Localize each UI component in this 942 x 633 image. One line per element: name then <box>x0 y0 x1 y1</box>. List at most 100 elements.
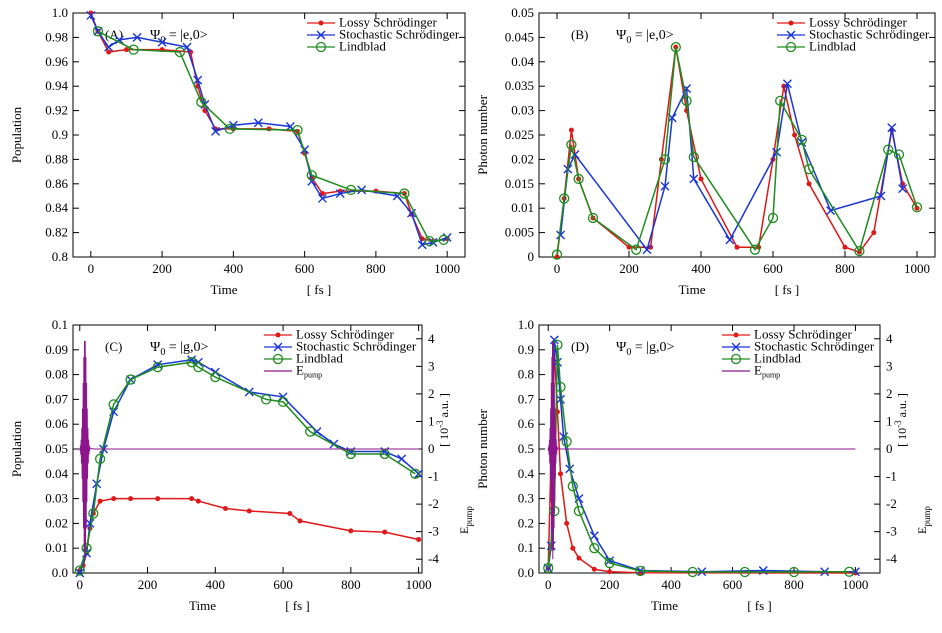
y2-label: Epump <box>915 506 932 534</box>
x-tick-label: 200 <box>138 577 158 592</box>
marker <box>698 176 704 182</box>
y-tick-label: 0.08 <box>45 367 68 382</box>
state-part: = |e,0> <box>165 28 207 43</box>
marker <box>277 396 289 408</box>
marker <box>297 518 303 524</box>
marker <box>210 371 221 383</box>
x-tick-label: 400 <box>224 261 244 276</box>
y2-tick-label: -2 <box>886 496 897 511</box>
y2-tick-label: -1 <box>886 469 897 484</box>
state-part: Ψ <box>616 28 627 43</box>
state-annotation: Ψ0 = |e,0> <box>616 28 674 46</box>
legend-label: Lossy Schrödinger <box>296 327 395 342</box>
marker <box>556 230 566 240</box>
marker <box>561 436 572 447</box>
y2-label: Epump <box>457 506 474 534</box>
y-tick-label: 0.05 <box>511 5 534 20</box>
marker <box>300 145 310 155</box>
marker <box>591 566 597 572</box>
series-line <box>547 340 856 560</box>
marker <box>416 537 422 543</box>
x-tick-label: 400 <box>691 261 711 276</box>
y2-unit: [ 10-3 a.u. ] <box>893 393 909 447</box>
series-line <box>556 47 918 255</box>
marker <box>260 394 272 405</box>
marker <box>688 151 699 163</box>
legend-name: Stochastic Schrödinger <box>339 27 460 42</box>
marker <box>88 508 99 519</box>
x-axis-unit: [ fs ] <box>285 598 310 613</box>
y-tick-label: 0.035 <box>505 78 534 93</box>
marker <box>246 508 252 514</box>
y2-tick-label: 1 <box>428 413 435 428</box>
marker <box>767 212 779 224</box>
marker <box>898 184 908 194</box>
legend-name: Lindblad <box>296 351 343 366</box>
marker <box>86 10 96 20</box>
y-tick-label: 0.04 <box>511 54 534 69</box>
legend-name: Lindblad <box>809 39 856 54</box>
y2-label-part: pump <box>464 506 474 527</box>
marker <box>114 35 124 45</box>
x-axis-label: Time <box>189 598 216 613</box>
y-tick-label: 0.96 <box>45 54 68 69</box>
x-tick-label: 1000 <box>406 577 432 592</box>
marker <box>733 332 739 338</box>
marker <box>335 189 345 199</box>
legend-name: Stochastic Schrödinger <box>809 27 930 42</box>
marker <box>786 30 796 40</box>
legend-name: E <box>296 363 304 378</box>
marker <box>94 453 106 465</box>
series-line <box>97 30 444 242</box>
legend-name-sub: pump <box>762 371 780 380</box>
y-tick-label: 0.05 <box>45 441 68 456</box>
state-annotation: Ψ0 = |e,0> <box>150 28 208 46</box>
marker <box>725 235 735 245</box>
marker <box>803 164 815 175</box>
marker <box>796 134 807 146</box>
legend-name-sub: pump <box>304 371 322 380</box>
legend-label: Lindblad <box>754 351 801 366</box>
series-line <box>547 344 850 573</box>
y-tick-label: 1.0 <box>52 5 68 20</box>
marker <box>123 47 129 53</box>
marker <box>555 381 566 393</box>
marker <box>222 506 228 512</box>
y-tick-label: 0.03 <box>45 491 68 506</box>
x-tick-label: 1000 <box>434 261 460 276</box>
y2-unit-part: a.u. ] <box>437 393 451 420</box>
y-axis-label: Photon number <box>475 408 490 488</box>
legend-label: Stochastic Schrödinger <box>339 27 460 42</box>
y-tick-label: 0.98 <box>45 29 68 44</box>
x-tick-label: 0 <box>77 577 84 592</box>
marker <box>551 249 563 260</box>
marker <box>589 543 600 554</box>
y-tick-label: 0.015 <box>505 176 534 191</box>
y2-unit-part: -3 <box>435 420 445 428</box>
marker <box>224 123 235 135</box>
marker <box>155 496 161 502</box>
marker <box>410 468 421 479</box>
marker <box>734 244 740 250</box>
marker <box>573 505 585 517</box>
y2-label-part: E <box>915 527 929 534</box>
marker <box>911 202 923 213</box>
marker <box>424 235 435 247</box>
legend-name: Lindblad <box>339 39 386 54</box>
marker <box>193 75 203 85</box>
marker <box>186 357 197 368</box>
legend-label: Lindblad <box>296 351 343 366</box>
y2-tick-label: -4 <box>886 551 897 566</box>
legend-name: Lossy Schrödinger <box>809 15 908 30</box>
x-tick-label: 200 <box>600 577 620 592</box>
marker <box>556 394 565 404</box>
marker <box>631 244 642 255</box>
y2-tick-label: -2 <box>428 496 439 511</box>
x-axis-label: Time <box>651 598 678 613</box>
marker <box>195 498 201 504</box>
marker <box>788 566 800 578</box>
y-tick-label: 0.07 <box>45 391 68 406</box>
y-tick-label: 0.045 <box>505 29 534 44</box>
legend-name: Lossy Schrödinger <box>296 327 395 342</box>
